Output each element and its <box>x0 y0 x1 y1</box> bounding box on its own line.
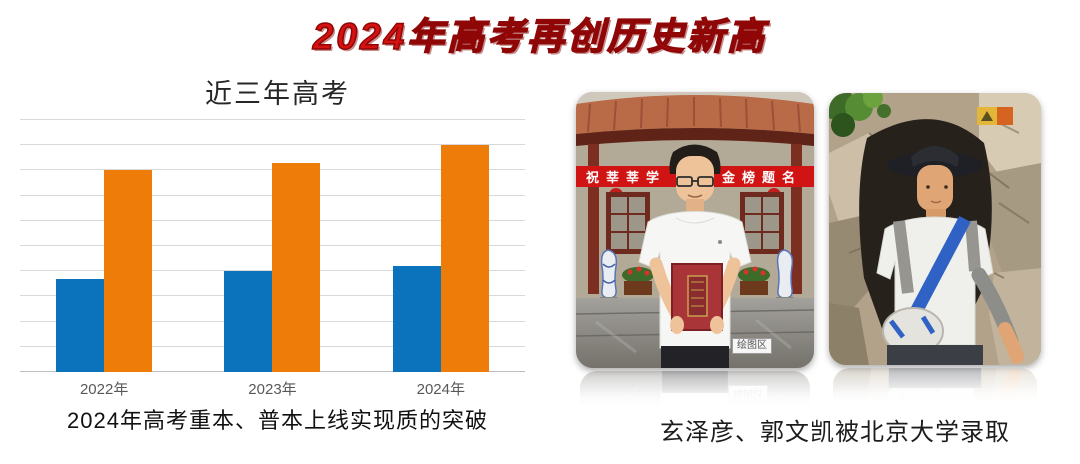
bar-group <box>188 120 356 372</box>
bar <box>440 145 489 372</box>
photo-student-hiking <box>829 93 1041 402</box>
flower-planter <box>622 266 654 295</box>
chart-gridline <box>20 119 525 120</box>
photo-reflection: 祝莘莘学 金榜题名 <box>580 371 810 405</box>
bar-group <box>20 120 188 372</box>
photo-student-hiking-image <box>829 93 1041 365</box>
student-certificate-scene: 祝莘莘学 金榜题名 <box>576 92 814 368</box>
flower-planter <box>738 266 770 295</box>
bar <box>224 271 273 372</box>
bar-chart: 近三年高考 2022年 2023年 2024年 2024年高考重本、普本上线实现质的… <box>10 68 545 464</box>
x-axis-label: 2023年 <box>248 381 297 398</box>
bar <box>104 170 153 372</box>
x-axis-label: 2024年 <box>416 381 465 398</box>
plot-area-watermark-label: 绘图区 <box>732 338 772 354</box>
photo-reflection <box>833 368 1037 402</box>
banner-text-left: 祝莘莘学 <box>586 170 666 185</box>
trail-sign <box>977 107 1013 125</box>
chart-gridline <box>20 144 525 146</box>
hiker-figure <box>876 146 1024 365</box>
x-axis-label: 2022年 <box>79 381 129 398</box>
chart-plot-area <box>20 119 525 372</box>
photos-caption: 玄泽彦、郭文凯被北京大学录取 <box>660 419 1010 446</box>
bar <box>56 278 105 372</box>
bar <box>392 266 441 372</box>
slide-title: 2024年高考再创历史新高 <box>312 15 768 58</box>
photo-student-certificate-image: 祝莘莘学 金榜题名 <box>576 92 814 368</box>
eave <box>576 128 814 146</box>
student-hiking-scene <box>829 93 1041 365</box>
chart-title: 近三年高考 <box>205 79 350 109</box>
chart-x-axis-labels: 2022年 2023年 2024年 <box>20 378 525 399</box>
foliage <box>829 93 891 137</box>
photo-student-certificate: 祝莘莘学 金榜题名 <box>576 92 814 405</box>
bar <box>272 162 321 372</box>
bar-group <box>357 120 525 372</box>
chart-caption: 2024年高考重本、普本上线实现质的突破 <box>67 408 488 433</box>
student-figure <box>638 144 752 368</box>
banner-text-right: 金榜题名 <box>721 170 802 185</box>
